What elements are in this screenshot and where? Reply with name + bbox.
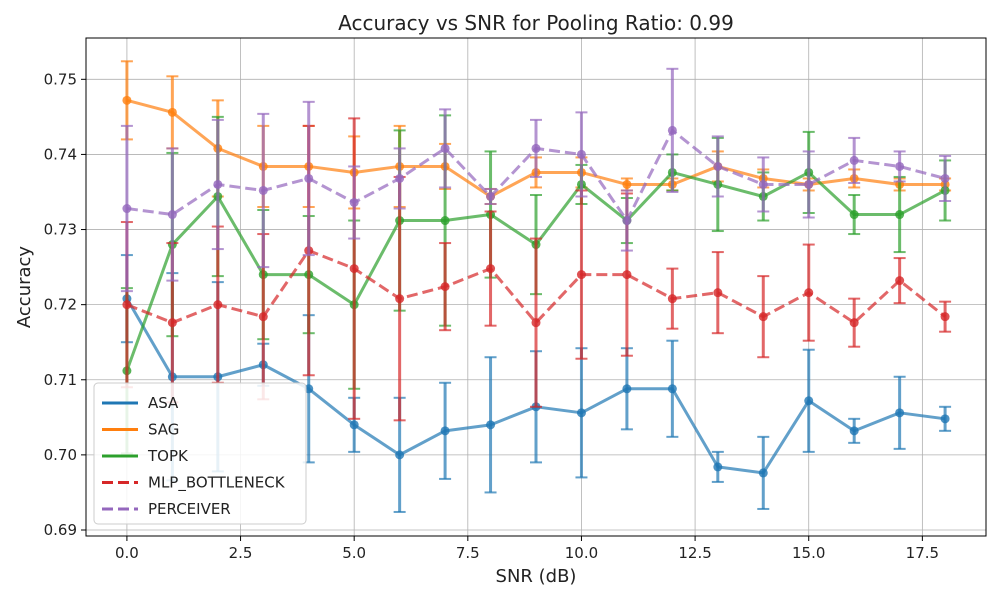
data-point [213, 300, 223, 310]
data-point [486, 264, 496, 274]
data-point [531, 143, 541, 153]
data-point [895, 276, 905, 286]
data-point [349, 420, 359, 430]
data-point [440, 143, 450, 153]
data-point [667, 125, 677, 135]
data-point [758, 179, 768, 189]
y-tick-label: 0.72 [44, 296, 77, 314]
data-point [395, 294, 405, 304]
data-point [622, 216, 632, 226]
data-point [440, 282, 450, 292]
data-point [849, 318, 859, 328]
data-point [122, 95, 132, 105]
data-point [849, 155, 859, 165]
legend-label-asa: ASA [148, 394, 179, 412]
data-point [213, 179, 223, 189]
data-point [576, 149, 586, 159]
data-point [804, 396, 814, 406]
legend-label-perceiver: PERCEIVER [148, 500, 231, 518]
data-point [167, 210, 177, 220]
data-point [849, 210, 859, 220]
data-point [713, 161, 723, 171]
data-point [349, 264, 359, 274]
data-point [122, 300, 132, 310]
series-mlp-bottleneck [120, 117, 952, 422]
legend-label-mlp-bottleneck: MLP_BOTTLENECK [148, 474, 286, 493]
legend-label-topk: TOPK [147, 447, 189, 465]
x-tick-label: 5.0 [342, 544, 366, 562]
data-point [849, 426, 859, 436]
data-point [576, 408, 586, 418]
data-point [667, 294, 677, 304]
y-tick-label: 0.74 [44, 145, 77, 163]
y-tick-label: 0.70 [44, 446, 77, 464]
y-tick-label: 0.71 [44, 371, 77, 389]
y-tick-label: 0.73 [44, 221, 77, 239]
series-perceiver [120, 67, 952, 293]
data-point [167, 318, 177, 328]
legend-label-sag: SAG [148, 421, 179, 439]
data-point [395, 173, 405, 183]
data-point [122, 204, 132, 214]
data-point [758, 468, 768, 478]
plot-frame [85, 37, 987, 537]
data-point [713, 288, 723, 298]
data-point [622, 270, 632, 280]
ticks: 0.0 2.5 5.0 7.5 10.0 12.5 15.0 17.5 0.69 0.70 0.71… [44, 70, 939, 562]
x-tick-label: 15.0 [792, 544, 825, 562]
x-axis-title: SNR (dB) [496, 566, 577, 587]
data-point [167, 107, 177, 117]
data-point [440, 216, 450, 226]
y-axis-title: Accuracy [14, 246, 35, 329]
data-point [486, 420, 496, 430]
data-point [622, 384, 632, 394]
data-point [895, 408, 905, 418]
data-point [531, 318, 541, 328]
data-point [304, 173, 314, 183]
data-point [667, 384, 677, 394]
data-point [758, 312, 768, 322]
data-point [940, 414, 950, 424]
data-point [440, 426, 450, 436]
x-tick-label: 2.5 [229, 544, 253, 562]
series-layer [120, 60, 952, 513]
y-tick-label: 0.75 [44, 70, 77, 88]
x-tick-label: 0.0 [115, 544, 139, 562]
x-tick-label: 7.5 [456, 544, 480, 562]
legend-box [93, 382, 307, 525]
data-point [258, 312, 268, 322]
data-point [258, 185, 268, 195]
data-point [713, 462, 723, 472]
data-point [804, 288, 814, 298]
x-tick-label: 12.5 [678, 544, 711, 562]
data-point [895, 210, 905, 220]
data-point [486, 191, 496, 201]
data-point [940, 312, 950, 322]
data-point [895, 161, 905, 171]
x-tick-label: 17.5 [906, 544, 939, 562]
y-tick-label: 0.69 [44, 521, 77, 539]
legend: ASA SAG TOPK MLP_BOTTLENECK PERCEIVER [93, 382, 307, 525]
data-point [395, 450, 405, 460]
x-tick-label: 10.0 [565, 544, 598, 562]
data-point [349, 197, 359, 207]
data-point [804, 179, 814, 189]
chart-title: Accuracy vs SNR for Pooling Ratio: 0.99 [338, 11, 734, 35]
data-point [622, 179, 632, 189]
data-point [940, 173, 950, 183]
data-point [576, 270, 586, 280]
